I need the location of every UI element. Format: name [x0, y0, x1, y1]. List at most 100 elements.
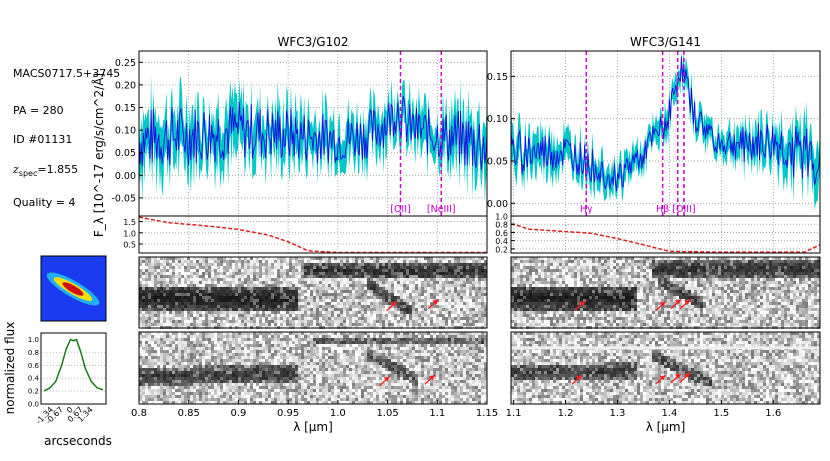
image-pixel	[382, 263, 385, 266]
image-pixel	[481, 311, 484, 314]
image-pixel	[238, 305, 241, 308]
image-pixel	[358, 359, 361, 362]
image-pixel	[415, 344, 418, 347]
image-pixel	[268, 278, 271, 281]
image-pixel	[148, 278, 151, 281]
image-pixel	[298, 272, 301, 275]
image-pixel	[310, 275, 313, 278]
image-pixel	[454, 257, 457, 260]
image-pixel	[292, 344, 295, 347]
image-pixel	[337, 302, 340, 305]
image-pixel	[406, 323, 409, 326]
image-pixel	[250, 290, 253, 293]
image-pixel	[385, 314, 388, 317]
image-pixel	[265, 281, 268, 284]
image-pixel	[274, 356, 277, 359]
image-pixel	[457, 332, 460, 335]
image-pixel	[400, 272, 403, 275]
image-pixel	[238, 338, 241, 341]
image-pixel	[205, 257, 208, 260]
image-pixel	[190, 317, 193, 320]
image-pixel	[361, 293, 364, 296]
image-pixel	[454, 356, 457, 359]
image-pixel	[295, 374, 298, 377]
image-pixel	[172, 287, 175, 290]
image-pixel	[481, 287, 484, 290]
image-pixel	[397, 323, 400, 326]
image-pixel	[445, 359, 448, 362]
image-pixel	[298, 383, 301, 386]
image-pixel	[334, 332, 337, 335]
image-pixel	[460, 335, 463, 338]
image-pixel	[247, 284, 250, 287]
image-pixel	[307, 257, 310, 260]
image-pixel	[241, 290, 244, 293]
image-pixel	[286, 353, 289, 356]
image-pixel	[283, 371, 286, 374]
image-pixel	[205, 281, 208, 284]
image-pixel	[205, 308, 208, 311]
image-pixel	[376, 368, 379, 371]
image-pixel	[451, 350, 454, 353]
image-pixel	[415, 293, 418, 296]
image-pixel	[457, 317, 460, 320]
image-pixel	[382, 356, 385, 359]
spectrum-2d-image	[138, 256, 488, 329]
image-pixel	[379, 299, 382, 302]
image-pixel	[184, 341, 187, 344]
image-pixel	[259, 344, 262, 347]
image-pixel	[148, 323, 151, 326]
image-pixel	[292, 275, 295, 278]
image-pixel	[235, 365, 238, 368]
image-pixel	[367, 302, 370, 305]
image-pixel	[478, 377, 481, 380]
image-pixel	[226, 350, 229, 353]
image-pixel	[196, 305, 199, 308]
image-pixel	[145, 320, 148, 323]
image-pixel	[370, 269, 373, 272]
image-pixel	[475, 362, 478, 365]
image-pixel	[469, 350, 472, 353]
image-pixel	[235, 338, 238, 341]
position-angle: PA = 280	[13, 104, 64, 117]
image-pixel	[178, 305, 181, 308]
image-pixel	[190, 293, 193, 296]
image-pixel	[277, 314, 280, 317]
image-pixel	[217, 308, 220, 311]
image-pixel	[424, 257, 427, 260]
image-pixel	[235, 332, 238, 335]
image-pixel	[190, 374, 193, 377]
image-pixel	[157, 263, 160, 266]
image-pixel	[460, 368, 463, 371]
image-pixel	[355, 383, 358, 386]
image-pixel	[451, 347, 454, 350]
image-pixel	[190, 356, 193, 359]
image-pixel	[280, 377, 283, 380]
image-pixel	[241, 380, 244, 383]
image-pixel	[307, 320, 310, 323]
image-pixel	[301, 362, 304, 365]
image-pixel	[394, 275, 397, 278]
image-pixel	[478, 257, 481, 260]
image-pixel	[397, 383, 400, 386]
image-pixel	[322, 296, 325, 299]
image-pixel	[280, 359, 283, 362]
image-pixel	[157, 317, 160, 320]
image-pixel	[349, 374, 352, 377]
image-pixel	[394, 368, 397, 371]
image-pixel	[199, 266, 202, 269]
image-pixel	[400, 347, 403, 350]
image-pixel	[457, 341, 460, 344]
image-pixel	[289, 320, 292, 323]
image-pixel	[295, 287, 298, 290]
image-pixel	[181, 374, 184, 377]
image-pixel	[277, 308, 280, 311]
image-pixel	[418, 371, 421, 374]
image-pixel	[454, 338, 457, 341]
image-pixel	[268, 356, 271, 359]
image-pixel	[289, 308, 292, 311]
image-pixel	[484, 371, 487, 374]
image-pixel	[205, 368, 208, 371]
image-pixel	[208, 359, 211, 362]
image-pixel	[256, 377, 259, 380]
